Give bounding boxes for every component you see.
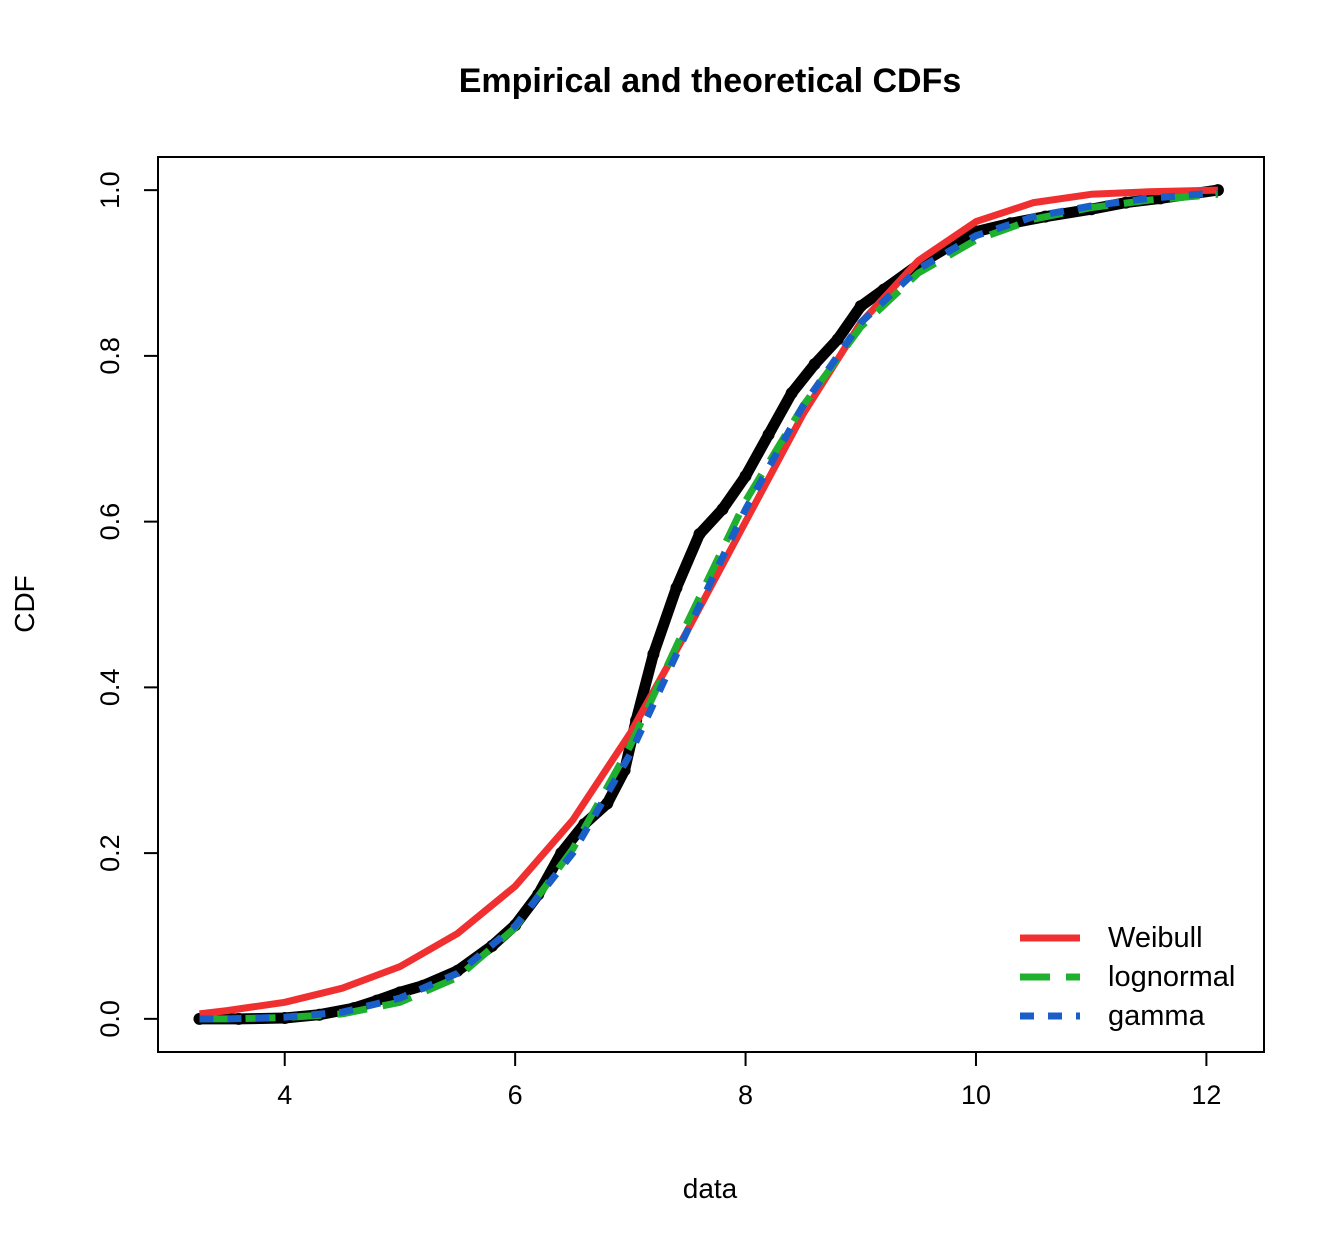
weibull-cdf-line [199, 186, 1218, 1018]
legend: Weibull lognormal gamma [1020, 922, 1235, 1032]
empirical-point [808, 358, 821, 371]
y-tick-label: 0.0 [95, 1000, 125, 1038]
y-tick-label: 0.8 [95, 337, 125, 375]
y-tick-label: 1.0 [95, 171, 125, 209]
empirical-point [739, 470, 752, 483]
y-tick-label: 0.4 [95, 669, 125, 707]
legend-label-lognormal: lognormal [1108, 961, 1235, 993]
x-axis: 4 6 8 10 12 [277, 1051, 1221, 1110]
empirical-point [601, 797, 614, 810]
y-tick-label: 0.2 [95, 834, 125, 872]
legend-label-gamma: gamma [1108, 1000, 1206, 1032]
x-tick-label: 12 [1191, 1080, 1221, 1110]
empirical-point [831, 333, 844, 346]
gamma-cdf-line [199, 189, 1219, 1023]
empirical-point [785, 387, 798, 400]
x-axis-label: data [683, 1173, 738, 1204]
chart-title: Empirical and theoretical CDFs [459, 62, 962, 100]
empirical-point [693, 528, 706, 541]
lognormal-cdf-line [199, 190, 1219, 1023]
legend-label-weibull: Weibull [1108, 922, 1203, 954]
y-tick-label: 0.6 [95, 503, 125, 541]
plot-frame [157, 156, 1265, 1053]
empirical-point [762, 428, 775, 441]
x-tick-label: 10 [961, 1080, 991, 1110]
x-tick-label: 6 [508, 1080, 523, 1110]
empirical-point [854, 300, 867, 313]
series-layer [193, 184, 1224, 1025]
empirical-point [670, 581, 683, 594]
y-axis-label: CDF [9, 575, 40, 633]
empirical-point [647, 648, 660, 661]
x-tick-label: 4 [277, 1080, 292, 1110]
empirical-cdf-line [194, 184, 1224, 1025]
y-axis: 0.0 0.2 0.4 0.6 0.8 1.0 [95, 171, 159, 1038]
empirical-point [716, 503, 729, 516]
x-tick-label: 8 [738, 1080, 753, 1110]
